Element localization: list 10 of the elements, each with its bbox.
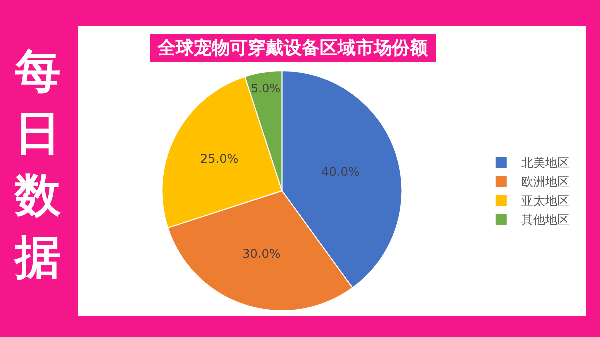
data-label: 25.0% xyxy=(200,152,239,166)
legend-label: 其他地区 xyxy=(521,213,570,228)
data-label: 5.0% xyxy=(251,81,281,96)
data-label: 40.0% xyxy=(322,164,360,179)
legend-label: 欧洲地区 xyxy=(521,175,570,190)
data-label: 30.0% xyxy=(242,247,281,262)
text: 每日数据 xyxy=(13,43,62,286)
chart-title: 全球宠物可穿戴设备区域市场份额 xyxy=(150,34,436,62)
legend-label: 亚太地区 xyxy=(521,194,570,208)
legend-label: 北美地区 xyxy=(521,156,570,170)
